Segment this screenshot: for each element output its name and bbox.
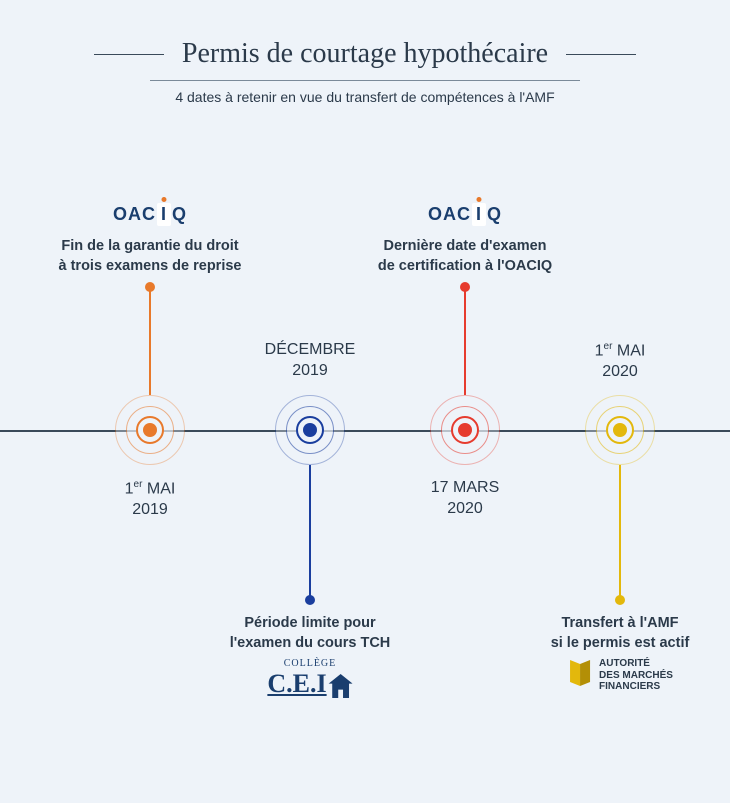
timeline-node xyxy=(594,404,646,456)
timeline-node xyxy=(284,404,336,456)
date-label: 1er MAI2019 xyxy=(125,478,176,521)
connector-line xyxy=(149,287,151,395)
timeline-node xyxy=(124,404,176,456)
page-subtitle: 4 dates à retenir en vue du transfert de… xyxy=(150,80,580,105)
connector-line xyxy=(309,465,311,600)
connector-line xyxy=(464,287,466,395)
oaciq-logo: OACIQ xyxy=(113,203,187,226)
oaciq-logo: OACIQ xyxy=(428,203,502,226)
amf-logo: AUTORITÉDES MARCHÉSFINANCIERS xyxy=(567,658,673,693)
event-description: Période limite pourl'examen du cours TCH xyxy=(205,614,415,653)
event-description: Dernière date d'examende certification à… xyxy=(360,237,570,276)
connector-end-dot xyxy=(460,282,470,292)
event-description: Fin de la garantie du droità trois exame… xyxy=(45,237,255,276)
date-label: DÉCEMBRE2019 xyxy=(265,340,356,382)
connector-end-dot xyxy=(145,282,155,292)
connector-end-dot xyxy=(305,595,315,605)
date-label: 17 MARS2020 xyxy=(431,478,499,520)
timeline-node xyxy=(439,404,491,456)
connector-line xyxy=(619,465,621,600)
date-label: 1er MAI2020 xyxy=(595,340,646,383)
connector-end-dot xyxy=(615,595,625,605)
event-description: Transfert à l'AMFsi le permis est actif xyxy=(515,614,725,653)
page-title: Permis de courtage hypothécaire xyxy=(164,38,566,70)
header: Permis de courtage hypothécaire 4 dates … xyxy=(0,0,730,107)
cei-logo: COLLÈGEC.E.I xyxy=(267,658,352,699)
